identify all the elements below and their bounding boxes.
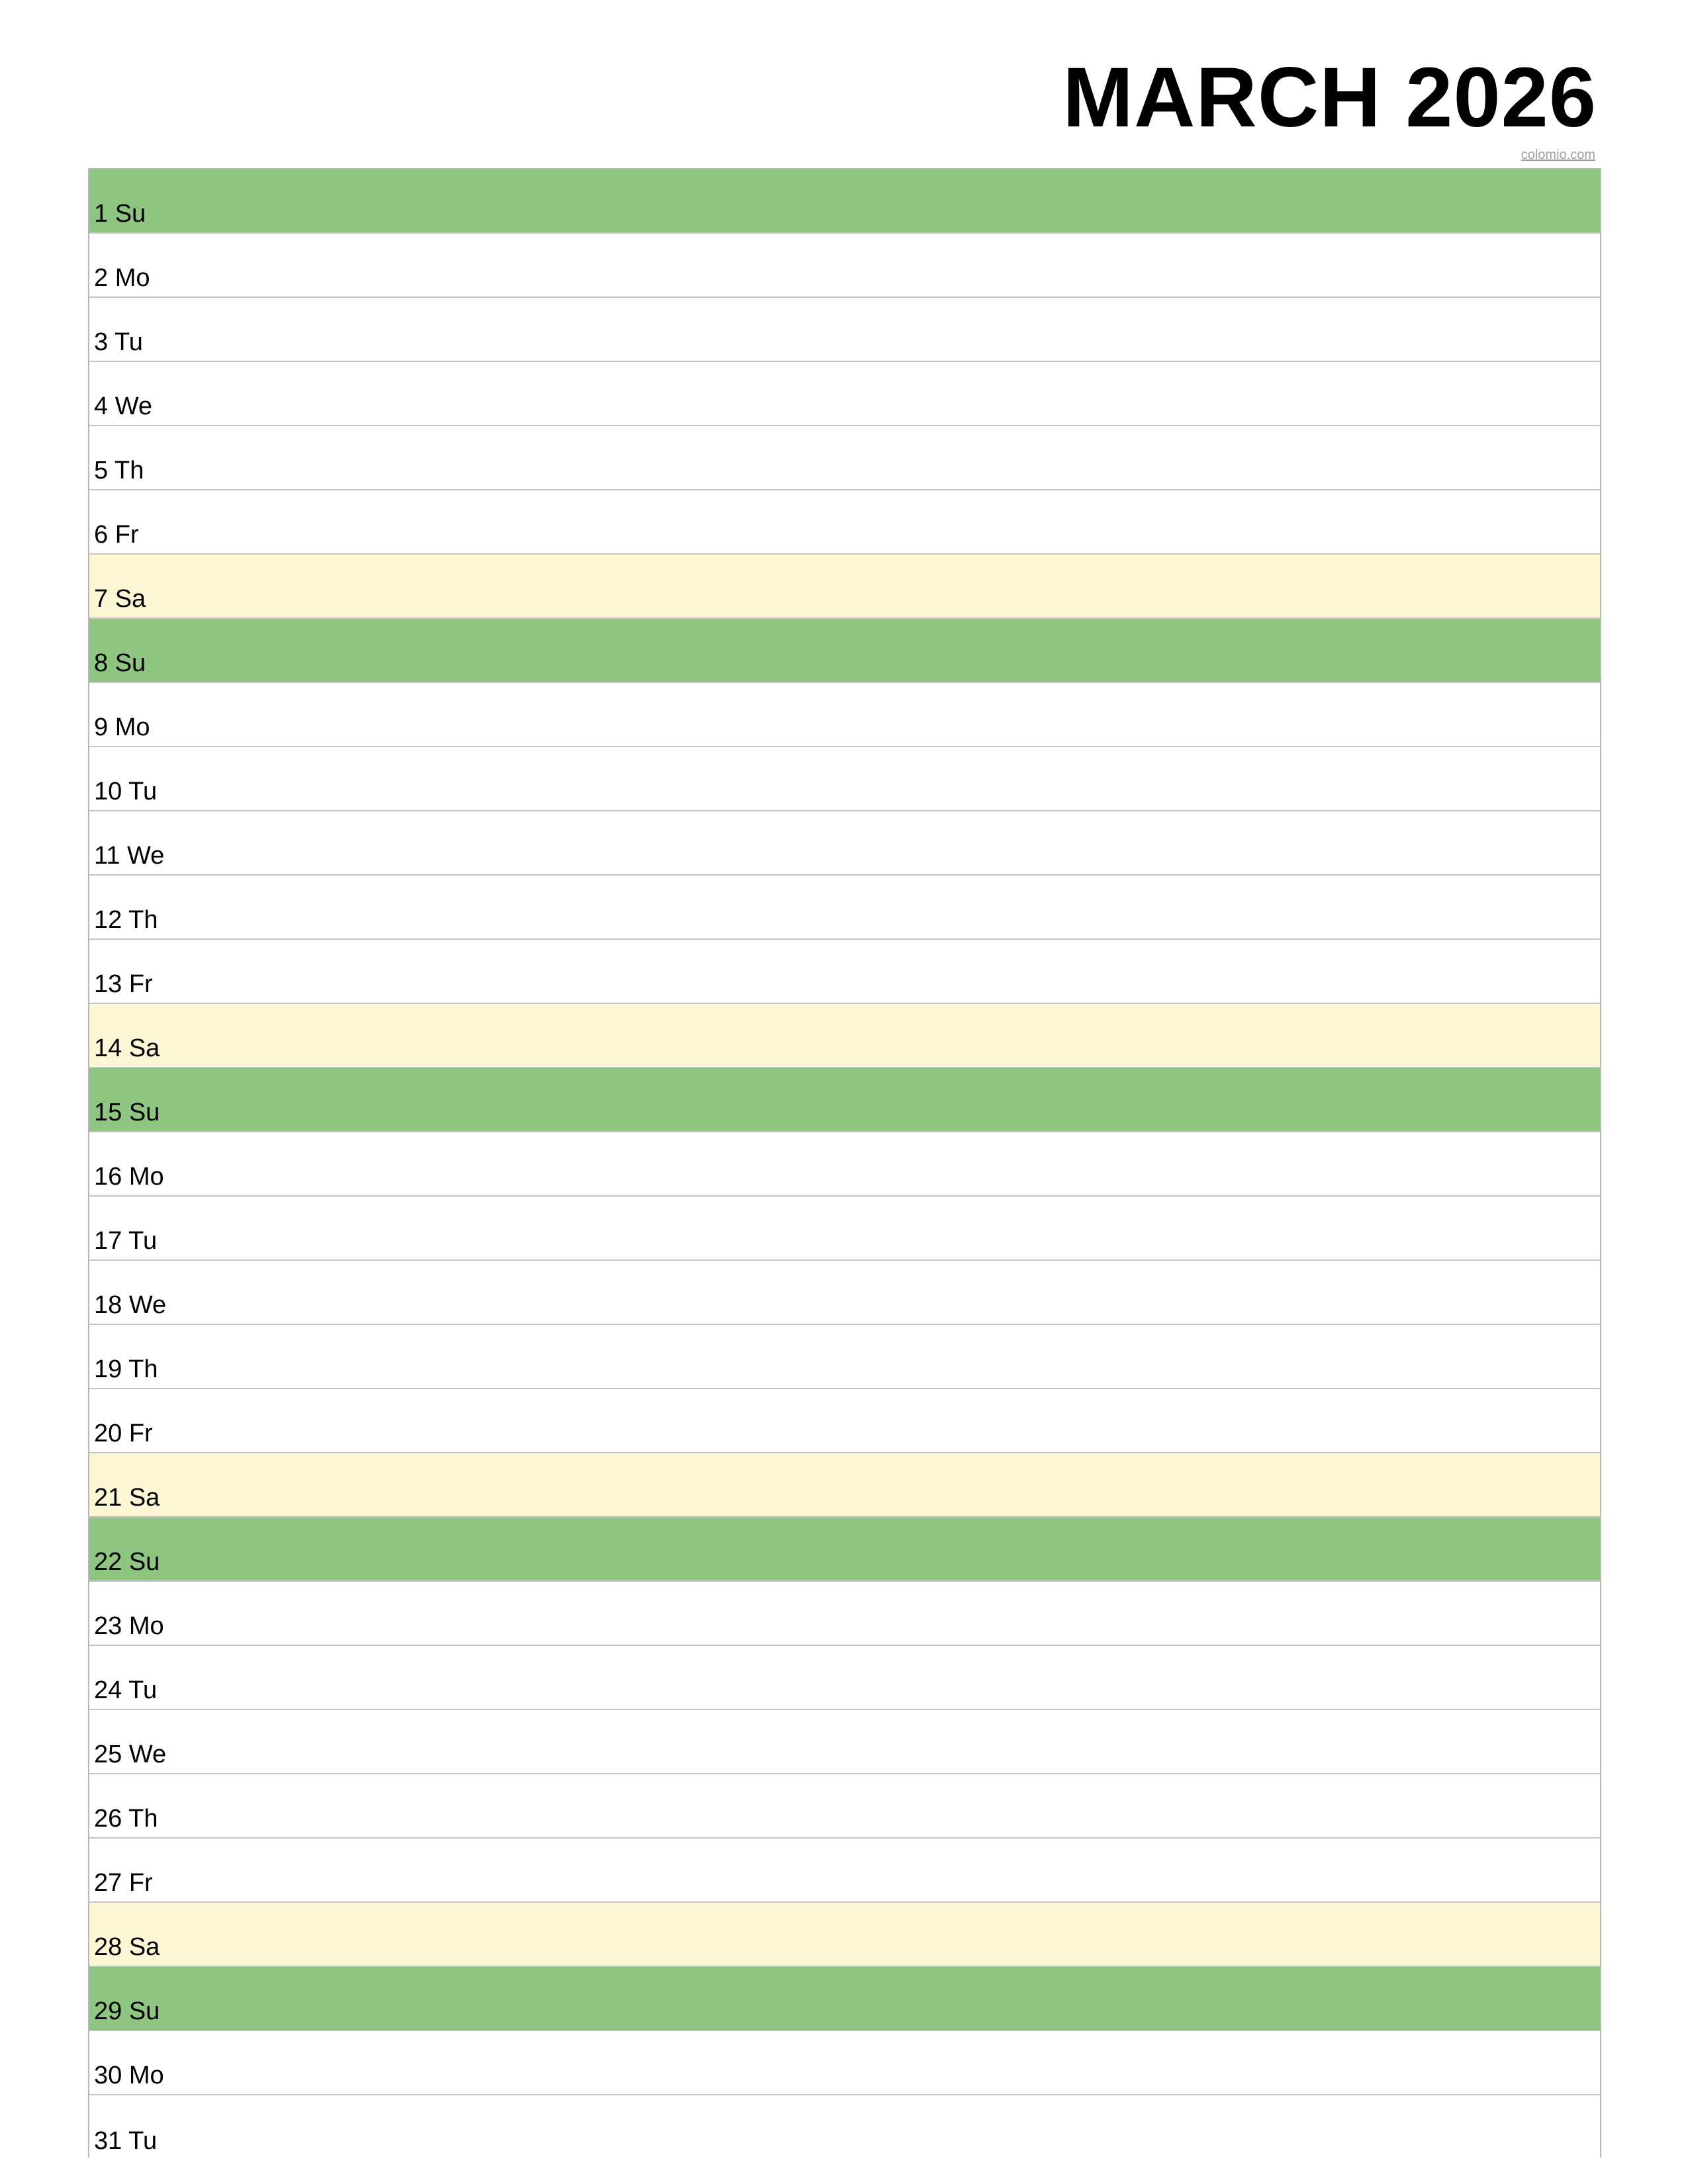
day-row[interactable]: 25 We bbox=[89, 1710, 1600, 1774]
credit-link[interactable]: colomio.com bbox=[1521, 148, 1595, 162]
day-label: 26 Th bbox=[94, 1805, 158, 1833]
day-row[interactable]: 10 Tu bbox=[89, 747, 1600, 811]
day-label: 3 Tu bbox=[94, 328, 143, 356]
day-row[interactable]: 28 Sa bbox=[89, 1903, 1600, 1967]
day-row[interactable]: 3 Tu bbox=[89, 298, 1600, 362]
day-row[interactable]: 7 Sa bbox=[89, 555, 1600, 619]
day-row[interactable]: 9 Mo bbox=[89, 683, 1600, 747]
day-label: 24 Tu bbox=[94, 1676, 158, 1704]
day-row[interactable]: 29 Su bbox=[89, 1967, 1600, 2031]
day-row[interactable]: 23 Mo bbox=[89, 1582, 1600, 1646]
day-label: 30 Mo bbox=[94, 2062, 164, 2089]
day-row[interactable]: 26 Th bbox=[89, 1774, 1600, 1839]
day-label: 1 Su bbox=[94, 200, 146, 228]
day-row[interactable]: 17 Tu bbox=[89, 1197, 1600, 1261]
day-label: 25 We bbox=[94, 1741, 167, 1768]
day-row[interactable]: 2 Mo bbox=[89, 234, 1600, 298]
day-label: 6 Fr bbox=[94, 521, 139, 549]
page-title: MARCH 2026 bbox=[1062, 50, 1597, 145]
day-row[interactable]: 20 Fr bbox=[89, 1389, 1600, 1453]
day-label: 7 Sa bbox=[94, 585, 146, 613]
day-label: 8 Su bbox=[94, 649, 146, 677]
day-label: 22 Su bbox=[94, 1548, 160, 1576]
day-label: 9 Mo bbox=[94, 713, 150, 741]
day-label: 4 We bbox=[94, 392, 153, 420]
day-label: 13 Fr bbox=[94, 970, 153, 998]
day-label: 29 Su bbox=[94, 1997, 160, 2025]
day-row[interactable]: 31 Tu bbox=[89, 2095, 1600, 2160]
day-row[interactable]: 8 Su bbox=[89, 619, 1600, 683]
day-label: 5 Th bbox=[94, 457, 144, 484]
day-row[interactable]: 5 Th bbox=[89, 426, 1600, 490]
day-row[interactable]: 27 Fr bbox=[89, 1839, 1600, 1903]
day-row[interactable]: 22 Su bbox=[89, 1518, 1600, 1582]
day-row[interactable]: 15 Su bbox=[89, 1068, 1600, 1132]
day-label: 28 Sa bbox=[94, 1933, 160, 1961]
day-row[interactable]: 16 Mo bbox=[89, 1132, 1600, 1197]
day-row[interactable]: 13 Fr bbox=[89, 940, 1600, 1004]
day-row[interactable]: 4 We bbox=[89, 362, 1600, 426]
day-row[interactable]: 6 Fr bbox=[89, 490, 1600, 555]
day-row[interactable]: 11 We bbox=[89, 811, 1600, 876]
day-label: 23 Mo bbox=[94, 1612, 164, 1640]
day-row[interactable]: 14 Sa bbox=[89, 1004, 1600, 1068]
day-label: 15 Su bbox=[94, 1099, 160, 1126]
day-label: 31 Tu bbox=[94, 2127, 158, 2155]
day-label: 20 Fr bbox=[94, 1420, 153, 1447]
day-row[interactable]: 19 Th bbox=[89, 1325, 1600, 1389]
day-label: 17 Tu bbox=[94, 1227, 158, 1255]
day-label: 19 Th bbox=[94, 1355, 158, 1383]
day-row[interactable]: 21 Sa bbox=[89, 1453, 1600, 1518]
day-row[interactable]: 12 Th bbox=[89, 876, 1600, 940]
day-label: 11 We bbox=[94, 842, 165, 870]
day-row[interactable]: 1 Su bbox=[89, 169, 1600, 234]
day-label: 18 We bbox=[94, 1291, 167, 1319]
calendar-grid: 1 Su 2 Mo 3 Tu 4 We 5 Th 6 Fr 7 Sa 8 Su 9 Mo 10 T… bbox=[88, 168, 1601, 2160]
day-row[interactable]: 30 Mo bbox=[89, 2031, 1600, 2095]
day-label: 16 Mo bbox=[94, 1163, 164, 1191]
day-label: 21 Sa bbox=[94, 1484, 160, 1512]
day-row[interactable]: 18 We bbox=[89, 1261, 1600, 1325]
day-label: 12 Th bbox=[94, 906, 158, 934]
day-label: 14 Sa bbox=[94, 1034, 160, 1062]
day-label: 10 Tu bbox=[94, 778, 158, 805]
day-label: 27 Fr bbox=[94, 1869, 153, 1897]
day-row[interactable]: 24 Tu bbox=[89, 1646, 1600, 1710]
day-label: 2 Mo bbox=[94, 264, 150, 292]
